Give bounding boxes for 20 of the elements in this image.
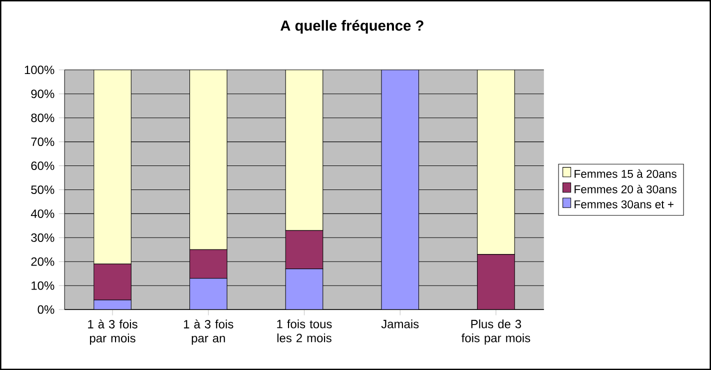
legend-label: Femmes 20 à 30ans: [574, 184, 676, 194]
legend-label: Femmes 15 à 20ans: [574, 169, 676, 178]
y-tick-label: 0%: [38, 305, 54, 314]
y-tick-label: 60%: [31, 161, 54, 170]
x-tick-label: 1 fois tous les 2 mois: [277, 319, 332, 342]
y-tick-label: 10%: [32, 281, 54, 290]
legend-label: Femmes 30ans et +: [574, 200, 674, 208]
x-tick-label: Jamais: [381, 319, 419, 328]
y-tick-label: 90%: [31, 90, 54, 98]
x-tick-label: 1 à 3 fois par mois: [88, 319, 138, 345]
y-tick-label: 40%: [30, 209, 54, 218]
y-tick-label: 30%: [31, 233, 54, 242]
y-tick-label: 70%: [31, 137, 54, 146]
y-tick-label: 50%: [31, 185, 54, 194]
y-tick-label: 20%: [31, 257, 54, 266]
chart-title: A quelle fréquence ?: [280, 20, 424, 34]
y-tick-label: 80%: [31, 114, 54, 122]
y-tick-label: 100%: [24, 66, 54, 74]
x-tick-label: 1 à 3 fois par an: [184, 319, 234, 345]
x-tick-label: Plus de 3 fois par mois: [462, 319, 530, 345]
